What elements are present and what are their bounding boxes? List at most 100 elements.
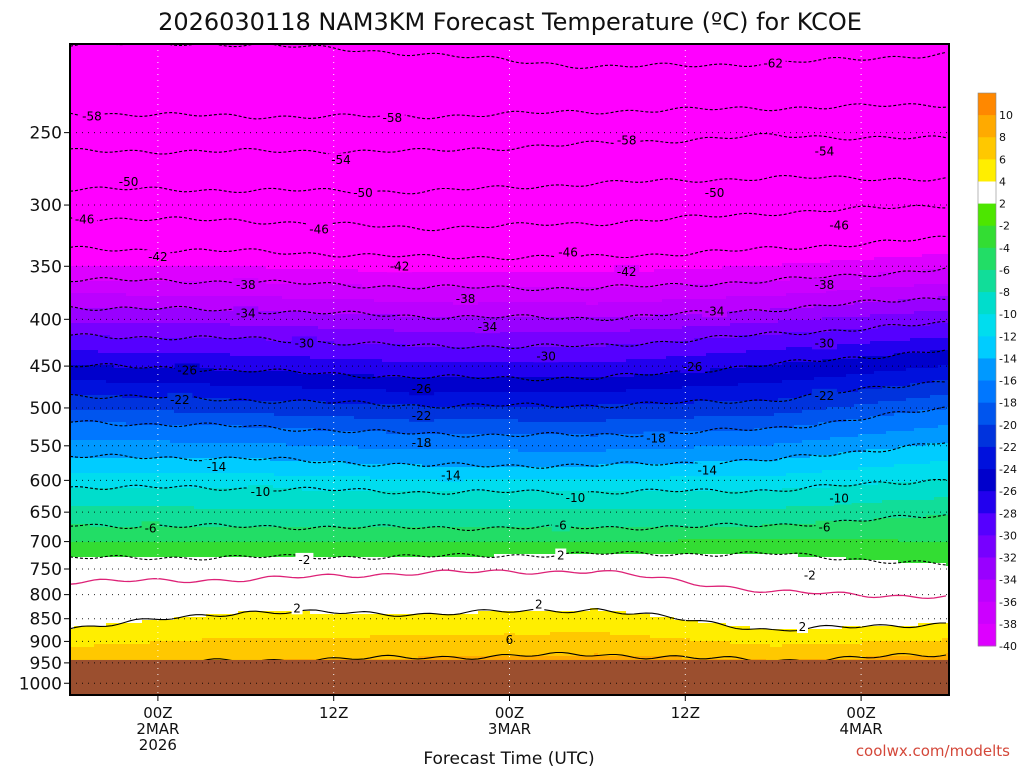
contour-label: -42 <box>148 250 168 264</box>
colorbar-label: -16 <box>999 375 1017 388</box>
contour-label-bg <box>797 620 808 634</box>
isotherm--10 <box>70 478 947 495</box>
colorbar-swatch <box>978 579 996 603</box>
contour-label: -22 <box>815 389 835 403</box>
contour-label-bg <box>350 185 376 199</box>
contour-label-bg <box>116 174 142 188</box>
contour-label: 2 <box>535 597 543 611</box>
y-tick-label: 1000 <box>19 674 62 694</box>
colorbar-swatch <box>978 358 996 381</box>
contour-label: -54 <box>331 153 351 167</box>
contour-label-bg <box>555 548 567 562</box>
contour-label-bg <box>811 144 837 158</box>
colorbar: 10 8 6 4 2 -2 -4 -6 -8 -10 -12 -14 -16 -18 -20 -22 -24 -2… <box>977 92 1017 653</box>
colorbar-label: -14 <box>999 352 1017 365</box>
x-tick-label: 00Z <box>846 704 875 722</box>
contour-label: -46 <box>829 219 849 233</box>
contour-label-bg <box>562 490 588 504</box>
contour-label: -26 <box>412 382 432 396</box>
colorbar-label: -2 <box>999 220 1010 233</box>
contour-label: -2 <box>804 568 816 582</box>
y-tick-label: 400 <box>30 310 62 330</box>
contour-label-bg <box>291 336 317 350</box>
contour-label: -10 <box>829 491 849 505</box>
contour-label: -26 <box>683 360 703 374</box>
contour-label: -18 <box>646 432 666 446</box>
y-tick-label: 700 <box>30 533 62 553</box>
colorbar-swatch <box>978 380 996 404</box>
contour-label-bg <box>815 520 834 534</box>
x-tick-label: 12Z <box>671 704 700 722</box>
contour-label: -6 <box>555 518 567 532</box>
isotherm--46 <box>70 204 947 232</box>
colorbar-label: -34 <box>999 574 1017 587</box>
contour-label: -50 <box>705 186 725 200</box>
y-tick-label: 550 <box>30 437 62 457</box>
grid <box>70 44 949 695</box>
plot-area: -62-58 -58-58-54-54-50-50 -50-46-46-46-46-… <box>70 44 949 695</box>
isotherm--34 <box>70 297 947 322</box>
contour-label-bg <box>643 431 669 445</box>
contour-label-bg <box>555 245 581 259</box>
contour-label-bg <box>387 259 413 273</box>
colorbar-swatch <box>978 93 996 116</box>
contour-label-bg <box>533 349 559 363</box>
colorbar-label: -36 <box>999 596 1017 609</box>
colorbar-swatch <box>978 203 996 227</box>
colorbar-swatch <box>978 225 996 249</box>
colorbar-label: -40 <box>999 640 1017 653</box>
colorbar-label: -28 <box>999 507 1017 520</box>
contour-label: -50 <box>119 175 139 189</box>
colorbar-label: -10 <box>999 308 1017 321</box>
isotherm--2 <box>70 550 947 566</box>
y-tick-label: 600 <box>30 471 62 491</box>
contour-label: -46 <box>558 245 578 259</box>
colorbar-label: -20 <box>999 419 1017 432</box>
contour-label-bg <box>233 278 259 292</box>
contour-label: 6 <box>506 633 514 647</box>
contour-label-bg <box>702 304 728 318</box>
contour-label-bg <box>533 597 545 611</box>
colorbar-label: -6 <box>999 264 1010 277</box>
contour-label: -58 <box>382 111 402 125</box>
colorbar-label: -32 <box>999 552 1017 565</box>
colorbar-swatch <box>978 115 996 138</box>
contour-label-bg <box>306 222 332 236</box>
contour-label: -14 <box>441 469 461 483</box>
colorbar-swatch <box>978 601 996 625</box>
contour-label: -54 <box>815 144 835 158</box>
colorbar-swatch <box>978 402 996 426</box>
isotherm--14 <box>70 442 947 469</box>
isotherm--42 <box>70 235 947 261</box>
y-tick-label: 450 <box>30 357 62 377</box>
contour-label-bg <box>438 468 464 482</box>
colorbar-swatch <box>978 314 996 337</box>
x-tick-label: 3MAR <box>488 720 531 738</box>
contour-label-bg <box>453 291 479 305</box>
contour-label-bg <box>409 435 435 449</box>
contour-label: -14 <box>207 460 227 474</box>
contour-label-bg <box>826 218 852 232</box>
contour-label: -6 <box>818 521 830 535</box>
contour-label-bg <box>247 485 273 499</box>
colorbar-label: -18 <box>999 397 1017 410</box>
contour-label-bg <box>614 133 640 147</box>
contour-label: -34 <box>478 320 498 334</box>
contour-label-bg <box>680 359 706 373</box>
colorbar-label: -4 <box>999 242 1010 255</box>
contour-label: -30 <box>295 336 315 350</box>
y-tick-label: 250 <box>30 124 62 144</box>
colorbar-swatch <box>978 535 996 558</box>
isotherm--18 <box>70 406 947 438</box>
contour-label-bg <box>614 264 640 278</box>
contour-label: -30 <box>536 349 556 363</box>
contour-label: -34 <box>236 306 256 320</box>
y-axis-ticks: 2503003504004505005506006507007508008509… <box>19 124 70 694</box>
contour-label-bg <box>174 363 200 377</box>
credit-text: coolwx.com/modelts <box>856 742 1010 760</box>
contour-label-bg <box>328 153 354 167</box>
contour-label-bg <box>409 408 435 422</box>
contour-label: 2 <box>293 601 301 615</box>
